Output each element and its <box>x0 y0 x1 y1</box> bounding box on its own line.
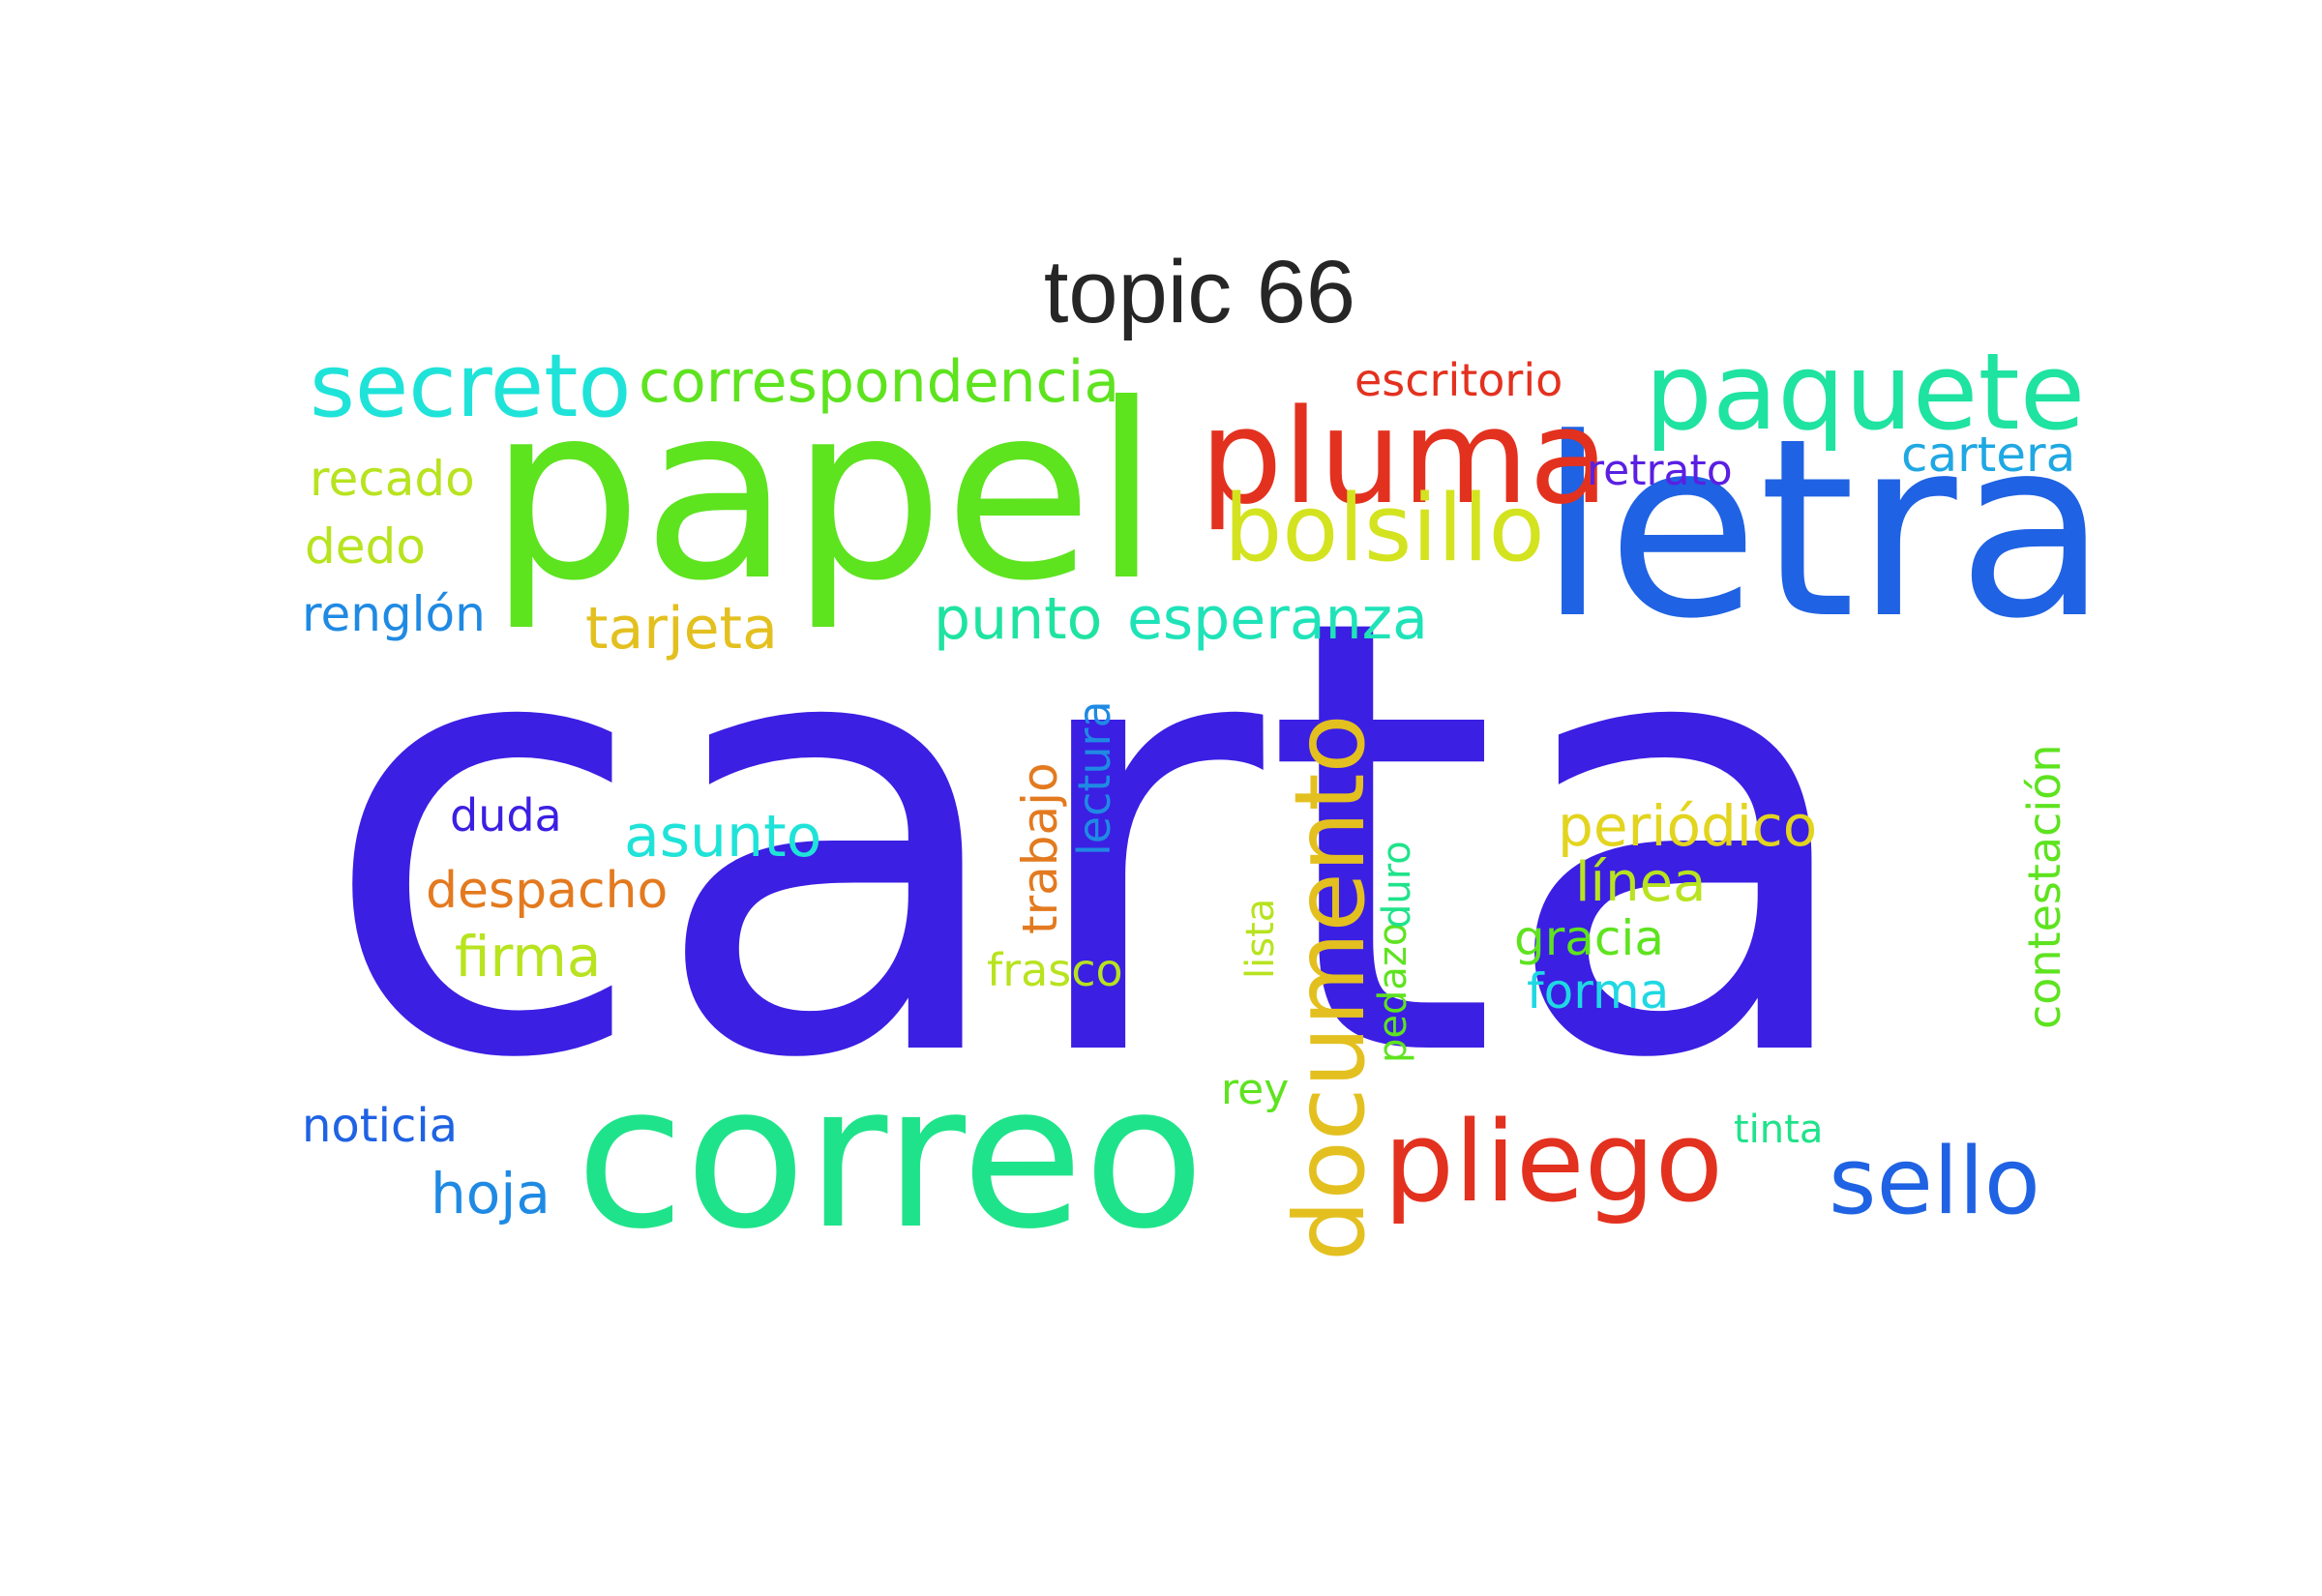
word-correspondencia: correspondencia <box>639 348 1120 416</box>
word-contestación: contestación <box>2018 744 2070 1030</box>
word-trabajo: trabajo <box>1012 762 1068 934</box>
word-duda: duda <box>450 789 562 842</box>
word-punto: punto <box>934 585 1103 653</box>
word-correo: correo <box>576 1043 1206 1273</box>
word-línea: línea <box>1575 851 1707 914</box>
word-duro: duro <box>1375 840 1419 929</box>
word-pluma: pluma <box>1200 381 1609 533</box>
word-bolsillo: bolsillo <box>1224 476 1545 582</box>
word-frasco: frasco <box>987 944 1123 996</box>
word-pedazo: pedazo <box>1371 923 1415 1064</box>
word-lista: lista <box>1238 898 1283 979</box>
word-pliego: pliego <box>1384 1098 1724 1227</box>
word-renglón: renglón <box>302 586 486 642</box>
word-lectura: lectura <box>1068 700 1120 857</box>
word-periódico: periódico <box>1558 793 1818 859</box>
word-carta: carta <box>319 492 1866 1190</box>
word-esperanza: esperanza <box>1127 585 1428 653</box>
word-retrato: retrato <box>1587 446 1733 495</box>
word-sello: sello <box>1829 1129 2040 1235</box>
chart-title: topic 66 <box>1043 243 1356 341</box>
word-tinta: tinta <box>1734 1108 1824 1152</box>
word-dedo: dedo <box>305 518 426 575</box>
word-asunto: asunto <box>624 803 822 871</box>
word-documento: documento <box>1273 714 1386 1261</box>
word-paquete: paquete <box>1645 330 2086 454</box>
word-forma: forma <box>1527 963 1670 1020</box>
word-despacho: despacho <box>426 862 669 920</box>
word-escritorio: escritorio <box>1354 354 1563 406</box>
word-recado: recado <box>310 451 475 507</box>
word-secreto: secreto <box>310 336 632 437</box>
word-noticia: noticia <box>302 1099 459 1153</box>
word-cartera: cartera <box>1901 427 2076 483</box>
word-hoja: hoja <box>431 1161 551 1227</box>
word-firma: firma <box>455 924 602 990</box>
word-rey: rey <box>1221 1065 1290 1114</box>
word-papel: papel <box>489 352 1160 634</box>
word-gracia: gracia <box>1514 910 1664 966</box>
word-letra: letra <box>1538 386 2108 673</box>
word-tarjeta: tarjeta <box>585 595 778 663</box>
